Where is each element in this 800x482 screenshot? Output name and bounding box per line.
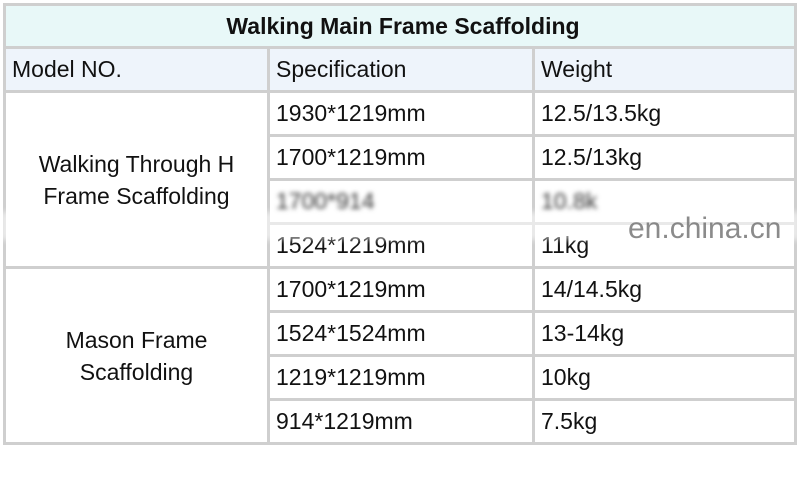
header-weight: Weight	[532, 46, 797, 93]
spec-cell: 1524*1524mm	[267, 310, 535, 357]
header-model: Model NO.	[3, 46, 270, 93]
model-cell: Walking Through H Frame Scaffolding	[3, 90, 270, 269]
watermark: en.china.cn	[628, 212, 782, 245]
weight-cell: 7.5kg	[532, 398, 797, 445]
spec-cell: 914*1219mm	[267, 398, 535, 445]
weight-cell: 10kg	[532, 354, 797, 401]
model-name-line: Walking Through H	[38, 150, 235, 177]
weight-cell: 14/14.5kg	[532, 266, 797, 313]
table-row: 1524*1524mm 13-14kg	[5, 310, 797, 357]
model-cell: Mason Frame Scaffolding	[3, 266, 270, 445]
weight-text: 10.8k	[541, 188, 598, 214]
table-row: 1219*1219mm 10kg	[5, 354, 797, 401]
table-row: Walking Through H Frame Scaffolding 1930*…	[3, 90, 797, 269]
header-specification: Specification	[267, 46, 535, 93]
spec-cell: 1219*1219mm	[267, 354, 535, 401]
weight-cell: 12.5/13kg	[532, 134, 797, 181]
watermark-band	[0, 212, 800, 240]
table-row: 1700*1219mm 12.5/13kg	[5, 134, 797, 181]
weight-cell: 13-14kg	[532, 310, 797, 357]
model-name-line: Mason Frame	[65, 326, 208, 353]
table-row: 914*1219mm 7.5kg	[5, 398, 797, 445]
spec-table: Walking Main Frame Scaffolding Model NO.…	[3, 3, 797, 445]
model-name-line: Frame Scaffolding	[43, 182, 230, 209]
spec-cell: 1930*1219mm	[267, 90, 535, 137]
spec-cell: 1700*1219mm	[267, 266, 535, 313]
table-row: Mason Frame Scaffolding 1700*1219mm 14/14…	[3, 266, 797, 445]
model-name-line: Scaffolding	[79, 358, 194, 385]
spec-cell: 1700*1219mm	[267, 134, 535, 181]
table-title: Walking Main Frame Scaffolding	[3, 3, 797, 49]
header-row: Model NO. Specification Weight	[3, 46, 797, 93]
weight-cell: 12.5/13.5kg	[532, 90, 797, 137]
spec-text: 1700*914	[276, 188, 375, 214]
